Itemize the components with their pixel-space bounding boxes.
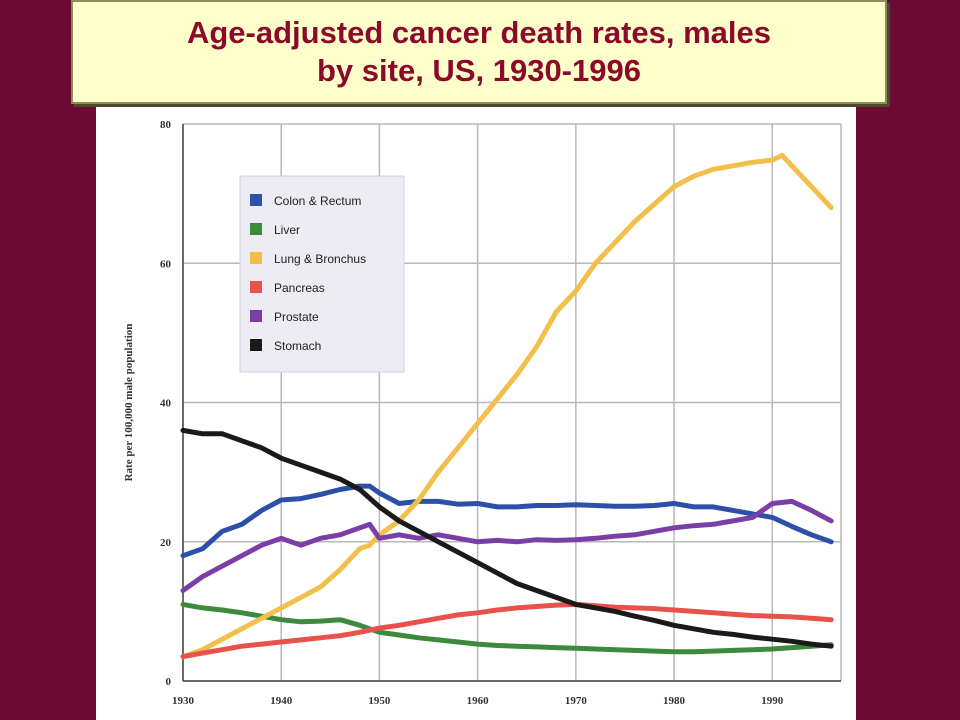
series-line-prostate [180,498,834,593]
legend-swatch-lung-bronchus [250,252,262,264]
legend-label-pancreas: Pancreas [274,281,325,295]
series-line-liver [180,601,834,655]
y-tick-label-40: 40 [160,398,172,410]
x-tick-label-1930: 1930 [172,695,195,707]
y-axis-label: Rate per 100,000 male population [123,324,135,482]
y-tick-label-80: 80 [160,119,172,131]
y-tick-label-0: 0 [166,676,172,688]
x-tick-label-1950: 1950 [368,695,391,707]
legend-swatch-pancreas [250,281,262,293]
series-line-lung-bronchus [180,152,834,660]
chart-panel: 0 20 40 60 80 1930 1940 1950 1960 1970 1980 1990 Rat… [96,96,856,720]
legend-label-lung-bronchus: Lung & Bronchus [274,252,366,266]
legend-label-liver: Liver [274,223,300,237]
legend-box [239,175,405,373]
x-tick-label-1980: 1980 [663,695,686,707]
x-tick-label-1970: 1970 [565,695,588,707]
legend-swatch-colon-rectum [250,194,262,206]
legend-label-stomach: Stomach [274,339,321,353]
legend-swatch-liver [250,223,262,235]
title-banner: Age-adjusted cancer death rates, males b… [71,0,887,104]
legend-swatch-stomach [250,339,262,351]
x-tick-label-1960: 1960 [467,695,490,707]
x-tick-label-1990: 1990 [761,695,784,707]
x-tick-label-1940: 1940 [270,695,293,707]
legend-label-prostate: Prostate [274,310,319,324]
legend-label-colon-rectum: Colon & Rectum [274,194,361,208]
legend-swatch-prostate [250,310,262,322]
series-line-pancreas [180,601,834,660]
line-chart: 0 20 40 60 80 1930 1940 1950 1960 1970 1980 1990 Rat… [123,119,842,707]
title-line-2: by site, US, 1930-1996 [317,53,641,88]
y-tick-label-20: 20 [160,537,172,549]
y-tick-label-60: 60 [160,258,172,270]
series-line-colon-rectum [180,483,834,559]
series-line-stomach [180,427,834,649]
title-line-1: Age-adjusted cancer death rates, males [186,15,772,50]
